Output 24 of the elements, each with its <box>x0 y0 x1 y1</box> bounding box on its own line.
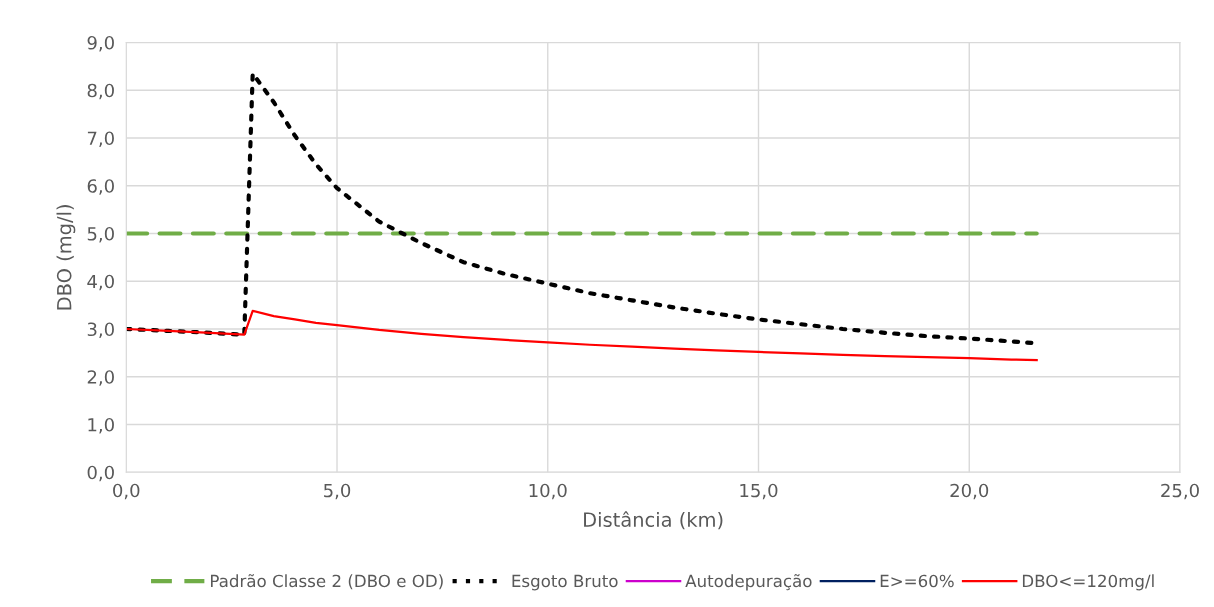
y-tick-label: 7,0 <box>87 131 114 147</box>
y-tick-label: 8,0 <box>87 83 114 100</box>
y-tick-label: 1,0 <box>88 417 114 434</box>
legend-label: Autodepuração <box>685 574 812 591</box>
legend-label: DBO<=120mg/l <box>1022 574 1154 591</box>
y-tick-label: 4,0 <box>87 274 114 291</box>
x-tick-label: 15,0 <box>740 483 778 500</box>
y-tick-label: 5,0 <box>87 226 114 243</box>
x-tick-label: 20,0 <box>950 483 989 500</box>
x-tick-label: 0,0 <box>113 483 140 500</box>
y-tick-label: 2,0 <box>87 370 114 386</box>
y-tick-label: 3,0 <box>87 322 114 338</box>
y-tick-label: 0,0 <box>87 465 114 482</box>
legend-label: Esgoto Bruto <box>512 574 618 591</box>
legend-label: E>=60% <box>880 574 954 588</box>
x-tick-label: 5,0 <box>324 483 351 500</box>
line-series <box>126 309 1038 362</box>
x-tick-label: 10,0 <box>529 483 567 500</box>
x-axis-title: Distância (km) <box>584 511 723 530</box>
x-tick-label: 25,0 <box>1161 483 1199 500</box>
y-tick-label: 9,0 <box>87 35 114 52</box>
y-axis-title: DBO (mg/l) <box>56 205 76 310</box>
y-tick-label: 6,0 <box>87 179 114 195</box>
legend-label: Padrão Classe 2 (DBO e OD) <box>211 574 443 590</box>
